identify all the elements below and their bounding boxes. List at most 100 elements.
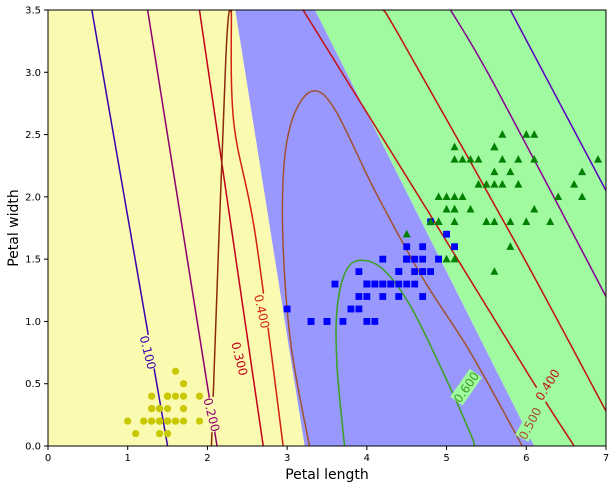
y-tick-label: 3.0 (25, 68, 41, 79)
point (363, 280, 371, 288)
point (395, 268, 403, 275)
point (363, 293, 371, 300)
point (195, 417, 204, 425)
point (506, 167, 515, 176)
point (195, 392, 204, 400)
point (339, 318, 347, 325)
point (419, 293, 427, 300)
point (474, 155, 483, 163)
point (156, 429, 164, 438)
point (466, 155, 475, 163)
point (402, 229, 411, 238)
point (435, 255, 442, 263)
x-tick-label: 7 (603, 453, 609, 464)
point (530, 155, 539, 163)
x-axis-ticks: 0 1 2 3 4 5 6 7 (45, 446, 609, 464)
point (570, 180, 579, 188)
point (148, 392, 156, 400)
contour-label-background (515, 404, 545, 442)
contour-label-background (532, 366, 563, 404)
point (171, 367, 180, 375)
point (379, 280, 387, 288)
point (594, 155, 603, 163)
point (323, 318, 331, 325)
point (179, 380, 188, 388)
point (530, 130, 539, 138)
point (179, 405, 188, 413)
point (466, 204, 475, 213)
contour-line-5 (302, 10, 575, 446)
point (140, 417, 148, 425)
y-tick-label: 2.5 (25, 130, 41, 141)
y-tick-label: 1.0 (25, 317, 41, 328)
contour-line-10 (335, 259, 476, 446)
contour-label-background (450, 368, 482, 406)
point (450, 192, 459, 201)
contour-label-text: 0.400 (251, 293, 272, 330)
point (403, 280, 411, 288)
point (434, 192, 443, 201)
point (522, 217, 531, 225)
point (514, 180, 523, 188)
point (522, 130, 531, 138)
y-tick-label: 1.5 (25, 255, 41, 266)
point (506, 242, 515, 250)
region-class-2 (315, 10, 606, 446)
point (163, 405, 172, 413)
region-class-1 (235, 10, 535, 446)
point (148, 417, 156, 425)
point (426, 217, 435, 225)
point (578, 192, 587, 201)
probability-contours (91, 10, 606, 446)
plot-frame (47, 9, 607, 447)
point (132, 429, 140, 438)
x-tick-label: 5 (443, 453, 449, 464)
contour-line-2 (198, 10, 264, 446)
point (355, 305, 363, 313)
point (307, 318, 315, 325)
point (442, 204, 451, 213)
point (419, 255, 427, 263)
point (283, 305, 291, 313)
point (442, 192, 451, 201)
point (411, 268, 419, 275)
point (434, 217, 443, 225)
contour-line-8 (509, 10, 606, 191)
x-tick-label: 6 (523, 453, 529, 464)
point (419, 268, 427, 275)
point (179, 392, 188, 400)
point (371, 318, 379, 325)
x-axis-label: Petal length (285, 467, 369, 483)
contour-label-background (136, 334, 160, 371)
data-points (124, 130, 603, 438)
y-tick-label: 0.5 (25, 379, 41, 390)
point (442, 254, 451, 263)
point (347, 305, 355, 313)
point (163, 392, 172, 400)
point (474, 180, 483, 188)
y-tick-label: 0.0 (25, 442, 41, 453)
point (156, 417, 164, 425)
point (530, 204, 539, 213)
point (403, 255, 411, 263)
point (427, 268, 435, 275)
point (163, 417, 172, 425)
decision-regions (48, 10, 606, 446)
contour-line-3 (230, 10, 284, 446)
point (450, 155, 459, 163)
point (419, 243, 427, 251)
point (395, 280, 403, 288)
contour-label-background (228, 340, 252, 377)
contour-line-7 (449, 10, 606, 297)
point (490, 180, 499, 188)
point (371, 280, 379, 288)
point (395, 293, 403, 300)
point (546, 217, 555, 225)
y-axis-label: Petal width (6, 189, 22, 267)
point (482, 217, 491, 225)
contour-label-background (251, 293, 273, 330)
point (443, 230, 450, 238)
point (403, 243, 411, 251)
contour-line-9 (281, 90, 523, 446)
